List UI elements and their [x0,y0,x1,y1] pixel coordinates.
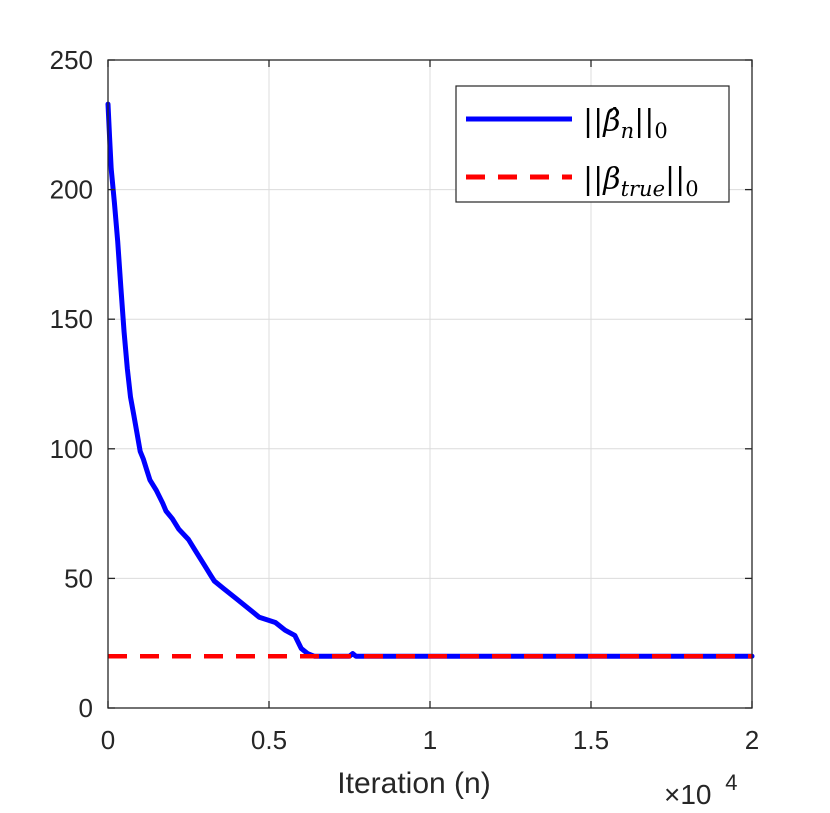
x-tick-label: 1.5 [573,725,609,755]
y-tick-label: 50 [64,563,93,593]
x-multiplier-base: ×10 [664,779,712,810]
series-group [105,101,755,659]
legend-label-estimate: ||β̂n||0 [583,104,668,143]
x-tick-label: 1 [423,725,437,755]
y-tick-label: 100 [50,434,93,464]
x-tick-label: 2 [745,725,759,755]
legend-label-true: ||βtrue||0 [583,162,699,201]
x-multiplier: ×10 4 [664,770,738,810]
legend-box [455,85,730,203]
y-tick-label: 250 [50,45,93,75]
x-multiplier-exponent: 4 [725,770,737,795]
y-tick-label: 200 [50,175,93,205]
y-tick-label: 150 [50,304,93,334]
x-tick-label: 0 [101,725,115,755]
x-axis-title: Iteration (n) [337,767,490,800]
y-tick-label: 0 [79,693,93,723]
ticks: 0 0.5 1 1.5 2 0 50 100 150 200 250 [50,45,760,755]
x-tick-label: 0.5 [251,725,287,755]
legend: ||β̂n||0 ||βtrue||0 [455,85,730,203]
